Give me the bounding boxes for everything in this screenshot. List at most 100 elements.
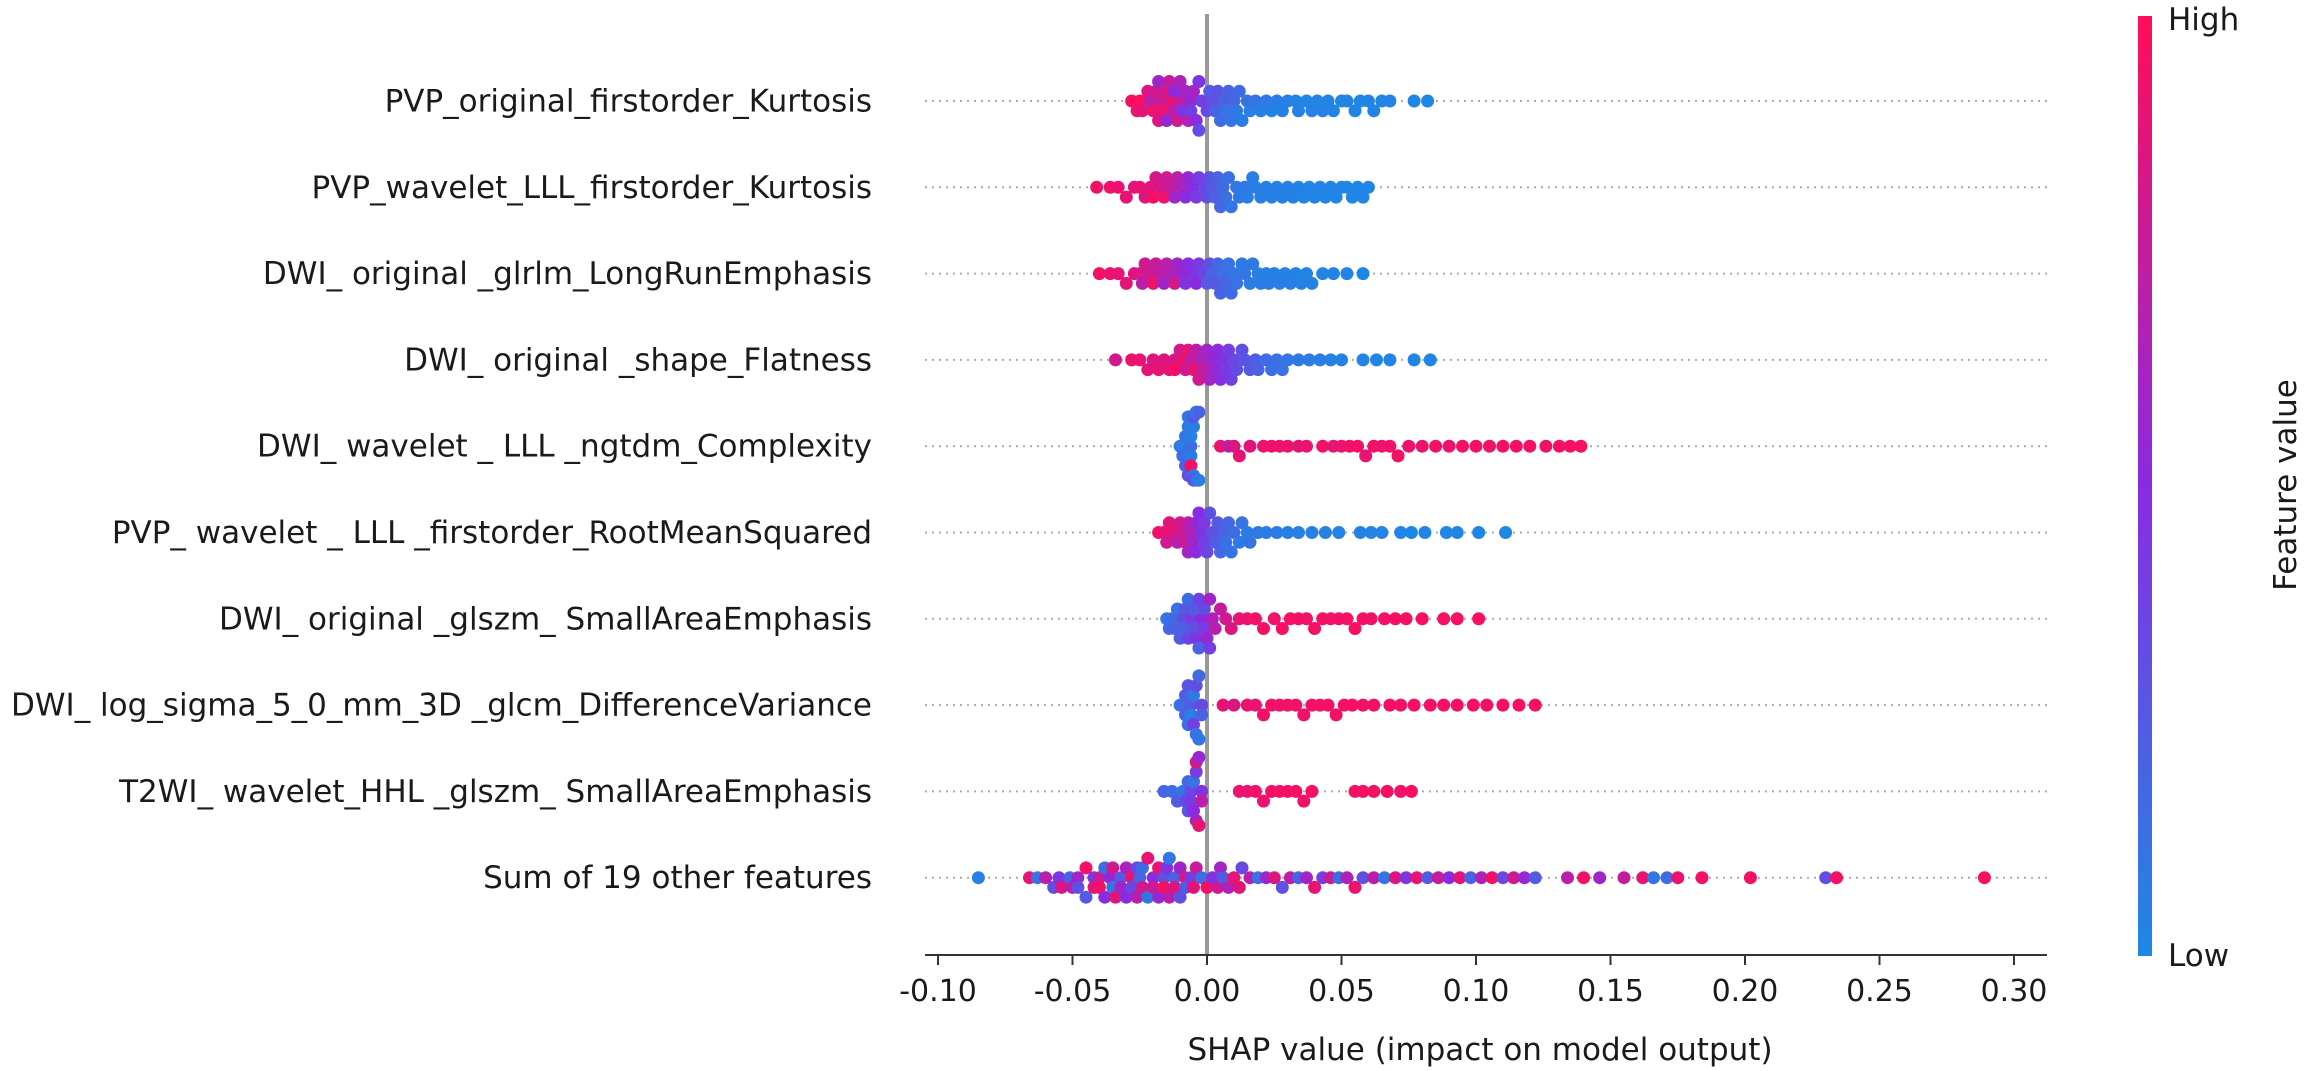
shap-point	[1259, 353, 1273, 367]
shap-point	[1480, 698, 1494, 712]
shap-point	[1203, 506, 1217, 520]
shap-point	[1146, 276, 1160, 290]
shap-point	[1203, 592, 1217, 606]
shap-point	[1270, 94, 1284, 108]
shap-point	[1300, 267, 1313, 281]
x-tick-label: 0.20	[1712, 974, 1779, 1009]
shap-point	[1238, 180, 1252, 194]
shap-point	[1450, 698, 1464, 712]
shap-point	[1200, 880, 1214, 894]
shap-point	[1184, 449, 1198, 463]
shap-point	[1485, 871, 1499, 885]
feature-label: PVP_wavelet_LLL_firstorder_Kurtosis	[312, 170, 872, 206]
shap-point	[1232, 880, 1246, 894]
shap-point	[1227, 94, 1241, 108]
shap-point	[1195, 794, 1209, 808]
shap-point	[1450, 612, 1464, 626]
x-tick-label: 0.30	[1981, 974, 2048, 1009]
shap-point	[1195, 708, 1209, 722]
shap-point	[1310, 94, 1324, 108]
shap-point	[1340, 267, 1354, 281]
shap-point	[1418, 526, 1432, 539]
shap-point	[1660, 871, 1674, 885]
shap-point	[1267, 871, 1281, 885]
shap-point	[1162, 851, 1176, 865]
x-tick-label: 0.15	[1577, 974, 1644, 1009]
shap-point	[1189, 276, 1203, 290]
shap-point	[1259, 526, 1273, 539]
shap-point	[1168, 84, 1182, 98]
shap-point	[1469, 439, 1483, 453]
feature-label: DWI_ wavelet _ LLL _ngtdm_Complexity	[257, 429, 872, 465]
shap-point	[1168, 871, 1182, 885]
shap-point	[1205, 94, 1219, 108]
shap-point	[1496, 871, 1510, 885]
shap-point	[1197, 602, 1211, 616]
shap-point	[1141, 363, 1155, 377]
shap-point	[1205, 526, 1219, 539]
shap-point	[1292, 104, 1305, 118]
shap-point	[1248, 698, 1262, 712]
colorbar-gradient	[2138, 16, 2152, 956]
shap-point	[1302, 180, 1316, 194]
shap-point	[1189, 190, 1203, 204]
shap-point	[1235, 861, 1249, 875]
shap-point	[1203, 641, 1217, 655]
shap-point	[1316, 439, 1330, 453]
shap-point	[1216, 871, 1230, 885]
shap-point	[1313, 353, 1327, 367]
shap-point	[1219, 612, 1233, 626]
shap-point	[1316, 267, 1330, 281]
shap-point	[1079, 890, 1093, 904]
shap-point	[1383, 353, 1397, 367]
shap-point	[1189, 861, 1203, 875]
shap-point	[1283, 276, 1297, 290]
shap-point	[1208, 276, 1222, 290]
shap-point	[1208, 190, 1222, 204]
shap-point	[1383, 439, 1397, 453]
shap-point	[1348, 880, 1362, 894]
shap-point	[1098, 890, 1112, 904]
shap-point	[1464, 871, 1478, 885]
feature-label: Sum of 19 other features	[483, 860, 872, 896]
shap-point	[1275, 622, 1289, 635]
shap-point	[1119, 890, 1133, 904]
shap-point	[1254, 104, 1268, 118]
colorbar-high-label: High	[2168, 2, 2239, 38]
shap-point	[1235, 516, 1249, 530]
shap-point	[1326, 267, 1340, 281]
shap-point	[1195, 94, 1209, 108]
shap-point	[1114, 880, 1128, 894]
shap-point	[1184, 526, 1198, 539]
shap-point	[1275, 104, 1289, 118]
shap-point	[1162, 890, 1176, 904]
shap-point	[1119, 190, 1133, 204]
shap-point	[1375, 526, 1389, 539]
shap-point	[1359, 449, 1373, 463]
shap-point	[1214, 114, 1227, 127]
shap-point	[1345, 190, 1359, 204]
shap-point	[1146, 353, 1160, 367]
shap-point	[1423, 698, 1437, 712]
shap-point	[1189, 343, 1203, 357]
shap-point	[1466, 698, 1480, 712]
shap-point	[1329, 708, 1343, 722]
shap-point	[1187, 602, 1200, 616]
shap-point	[1259, 94, 1273, 108]
shap-point	[1367, 871, 1381, 885]
shap-point	[1219, 276, 1233, 290]
shap-point	[1168, 276, 1182, 290]
shap-point	[1200, 343, 1214, 357]
shap-point	[1133, 94, 1147, 108]
shap-point	[1383, 94, 1397, 108]
shap-point	[1170, 257, 1184, 271]
shap-point	[1407, 353, 1421, 367]
x-tick-label: 0.00	[1174, 974, 1241, 1009]
shap-point	[1248, 612, 1262, 626]
shap-point	[1364, 612, 1378, 626]
shap-point	[1246, 257, 1260, 271]
shap-point	[1109, 890, 1122, 904]
shap-point	[1232, 84, 1246, 98]
x-tick-label: 0.05	[1308, 974, 1375, 1009]
shap-point	[1316, 104, 1330, 118]
